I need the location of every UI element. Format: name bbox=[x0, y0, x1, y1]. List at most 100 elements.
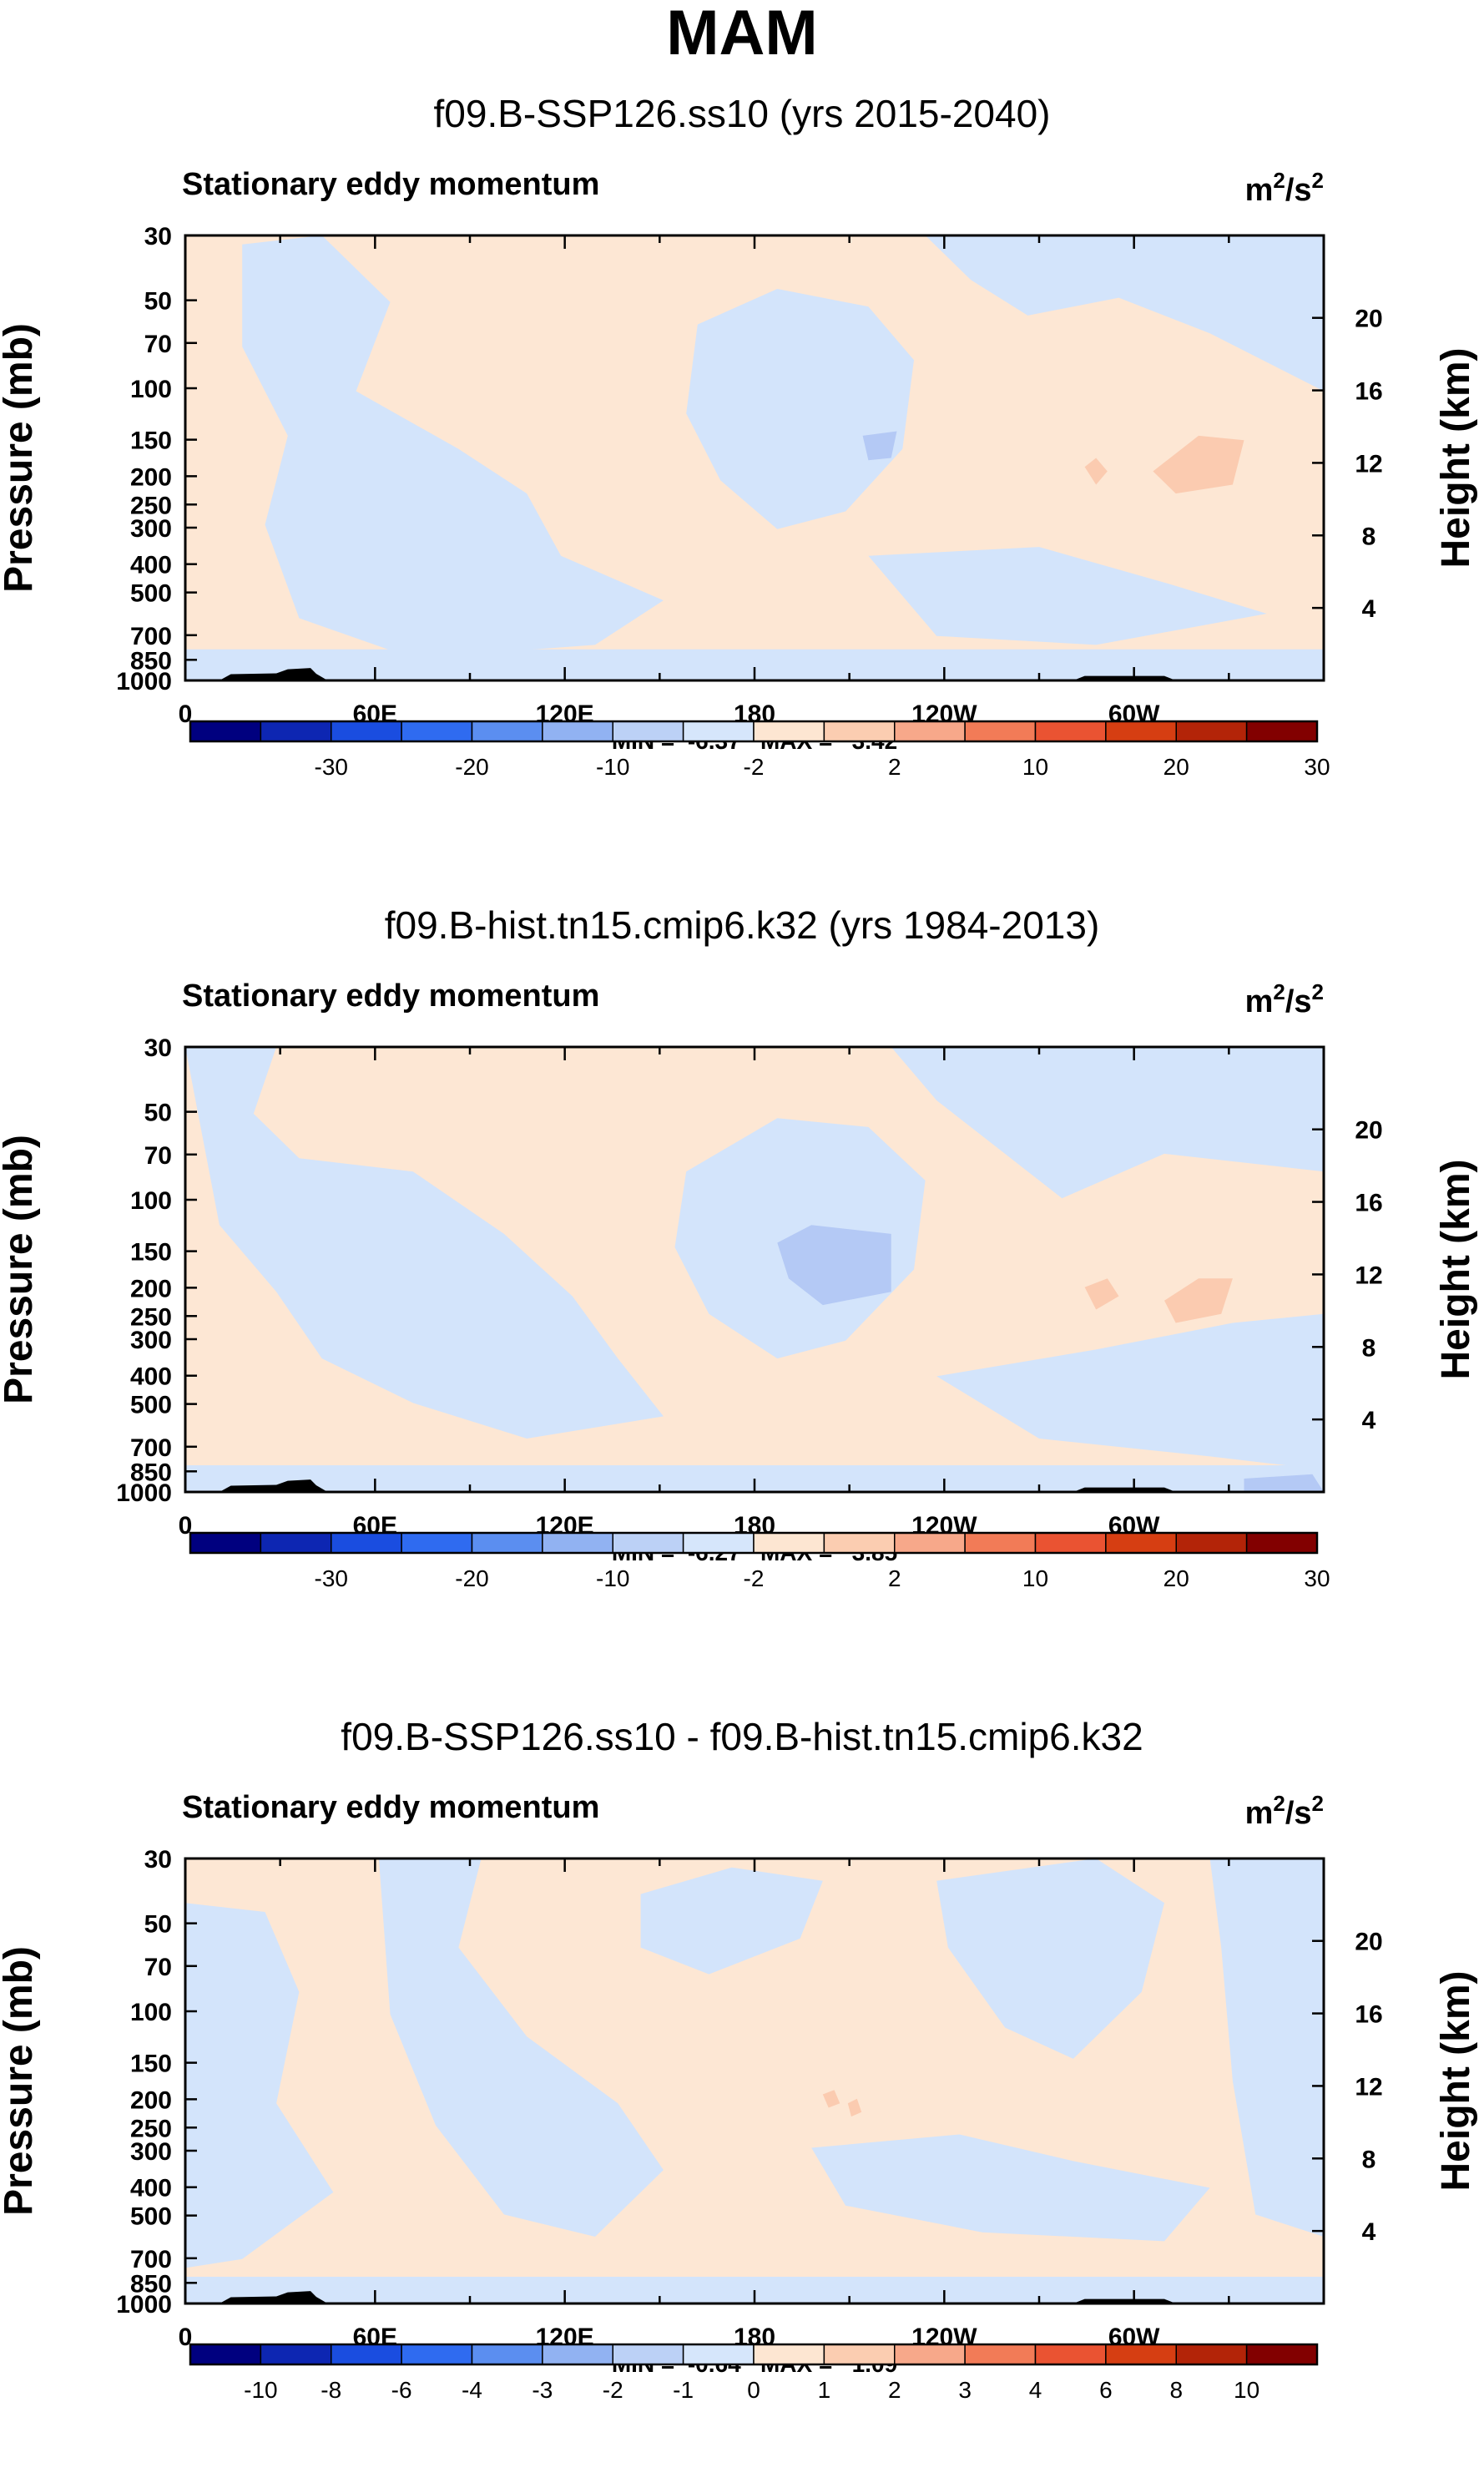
pressure-tick-label: 50 bbox=[144, 1911, 172, 1939]
contour-chart-1: f09.B-SSP126.ss10 (yrs 2015-2040) Station… bbox=[0, 92, 1478, 780]
colorbar-box bbox=[894, 721, 966, 742]
pressure-tick-label: 100 bbox=[130, 1999, 172, 2026]
chart-title: f09.B-hist.tn15.cmip6.k32 (yrs 1984-2013… bbox=[385, 903, 1100, 947]
contour-fills bbox=[185, 1858, 1324, 2303]
pressure-tick-label: 150 bbox=[130, 427, 172, 455]
pressure-tick-label: 400 bbox=[130, 552, 172, 579]
colorbar-box bbox=[189, 721, 262, 742]
pressure-tick-label: 400 bbox=[130, 2175, 172, 2202]
colorbar-box bbox=[1034, 2344, 1107, 2365]
colorbar-label: -1 bbox=[673, 2377, 694, 2403]
units-part: /s bbox=[1285, 173, 1312, 208]
pressure-tick-label: 30 bbox=[144, 1846, 172, 1874]
pressure-tick-label: 200 bbox=[130, 1275, 172, 1302]
colorbar-label: -3 bbox=[532, 2377, 553, 2403]
colorbar-label: -10 bbox=[596, 1565, 629, 1591]
colorbar-box bbox=[542, 2344, 613, 2365]
colorbar-label: -2 bbox=[744, 754, 765, 780]
colorbar-box bbox=[331, 721, 402, 742]
colorbar-box bbox=[894, 1532, 966, 1554]
pressure-tick-label: 1000 bbox=[116, 2291, 172, 2319]
contour-region bbox=[1153, 435, 1244, 494]
colorbar-box bbox=[331, 2344, 402, 2365]
colorbar-box bbox=[612, 1532, 684, 1554]
x-tick-label: 0 bbox=[179, 700, 193, 728]
colorbar-label: 2 bbox=[888, 1565, 901, 1591]
colorbar-box bbox=[1245, 1532, 1318, 1554]
colorbar-box bbox=[682, 721, 755, 742]
units-exponent: 2 bbox=[1273, 1791, 1285, 1816]
topography bbox=[219, 2291, 328, 2303]
colorbar-label: -20 bbox=[455, 1565, 488, 1591]
height-tick-label: 8 bbox=[1362, 523, 1376, 550]
colorbar-label: 10 bbox=[1022, 754, 1048, 780]
pressure-tick-label: 850 bbox=[130, 647, 172, 675]
pressure-tick-label: 200 bbox=[130, 2086, 172, 2114]
colorbar-label: -2 bbox=[744, 1565, 765, 1591]
height-tick-label: 20 bbox=[1355, 1929, 1382, 1956]
colorbar-box bbox=[823, 1532, 896, 1554]
contour-region bbox=[1164, 1278, 1233, 1323]
chart-panel-3: f09.B-SSP126.ss10 - f09.B-hist.tn15.cmip… bbox=[0, 1707, 1484, 2458]
height-tick-label: 12 bbox=[1355, 450, 1382, 478]
contour-region bbox=[925, 235, 1324, 392]
pressure-tick-label: 250 bbox=[130, 1303, 172, 1331]
units-part: m bbox=[1245, 984, 1274, 1019]
height-tick-label: 12 bbox=[1355, 2073, 1382, 2101]
contour-region bbox=[242, 235, 664, 659]
pressure-tick-label: 150 bbox=[130, 2051, 172, 2078]
height-tick-label: 20 bbox=[1355, 1117, 1382, 1145]
colorbar-label: 1 bbox=[818, 2377, 831, 2403]
colorbar-label: -30 bbox=[315, 754, 348, 780]
pressure-tick-label: 250 bbox=[130, 2115, 172, 2142]
chart-panel-1: f09.B-SSP126.ss10 (yrs 2015-2040) Station… bbox=[0, 83, 1484, 835]
height-tick-label: 8 bbox=[1362, 1334, 1376, 1362]
colorbar-box bbox=[471, 2344, 543, 2365]
colorbar-box bbox=[682, 1532, 755, 1554]
pressure-tick-label: 300 bbox=[130, 1327, 172, 1354]
colorbar-box bbox=[1175, 2344, 1248, 2365]
units-label: m2/s2 bbox=[1245, 979, 1324, 1019]
colorbar-label: -4 bbox=[462, 2377, 482, 2403]
height-tick-label: 8 bbox=[1362, 2146, 1376, 2173]
units-exponent: 2 bbox=[1273, 979, 1285, 1004]
contour-region bbox=[1244, 1474, 1324, 1492]
y-axis-title: Pressure (mb) bbox=[0, 1135, 41, 1404]
contour-region bbox=[891, 1047, 1324, 1199]
colorbar-box bbox=[189, 1532, 262, 1554]
pressure-tick-label: 70 bbox=[144, 1954, 172, 1981]
height-tick-label: 12 bbox=[1355, 1262, 1382, 1289]
colorbar-label: -20 bbox=[455, 754, 488, 780]
colorbar-label: 6 bbox=[1099, 2377, 1113, 2403]
colorbar-label: 2 bbox=[888, 2377, 901, 2403]
pressure-tick-label: 100 bbox=[130, 1187, 172, 1215]
colorbar-box bbox=[331, 1532, 402, 1554]
colorbar-label: 8 bbox=[1169, 2377, 1183, 2403]
height-tick-label: 16 bbox=[1355, 1190, 1382, 1217]
pressure-tick-label: 50 bbox=[144, 288, 172, 316]
pressure-tick-label: 100 bbox=[130, 376, 172, 403]
contour-region bbox=[185, 649, 1324, 680]
chart-title: f09.B-SSP126.ss10 - f09.B-hist.tn15.cmip… bbox=[341, 1715, 1143, 1758]
units-label: m2/s2 bbox=[1245, 168, 1324, 208]
height-tick-label: 20 bbox=[1355, 306, 1382, 333]
x-tick-label: 0 bbox=[179, 1512, 193, 1540]
contour-region bbox=[185, 1903, 334, 2268]
x-tick-label: 0 bbox=[179, 2324, 193, 2351]
colorbar-label: 20 bbox=[1163, 754, 1189, 780]
units-exponent: 2 bbox=[1273, 168, 1285, 193]
height-tick-label: 16 bbox=[1355, 2001, 1382, 2029]
colorbar-box bbox=[260, 1532, 332, 1554]
pressure-tick-label: 850 bbox=[130, 2270, 172, 2298]
colorbar-box bbox=[753, 1532, 825, 1554]
contour-region bbox=[1209, 1858, 1324, 2237]
contour-region bbox=[936, 1313, 1324, 1470]
colorbar-box bbox=[189, 2344, 262, 2365]
colorbar-box bbox=[823, 721, 896, 742]
contour-region bbox=[777, 1225, 891, 1306]
colorbar-label: -10 bbox=[244, 2377, 277, 2403]
y-axis-title-right: Height (km) bbox=[1434, 1160, 1478, 1380]
pressure-tick-label: 1000 bbox=[116, 668, 172, 695]
colorbar-box bbox=[612, 2344, 684, 2365]
topography bbox=[219, 668, 328, 680]
